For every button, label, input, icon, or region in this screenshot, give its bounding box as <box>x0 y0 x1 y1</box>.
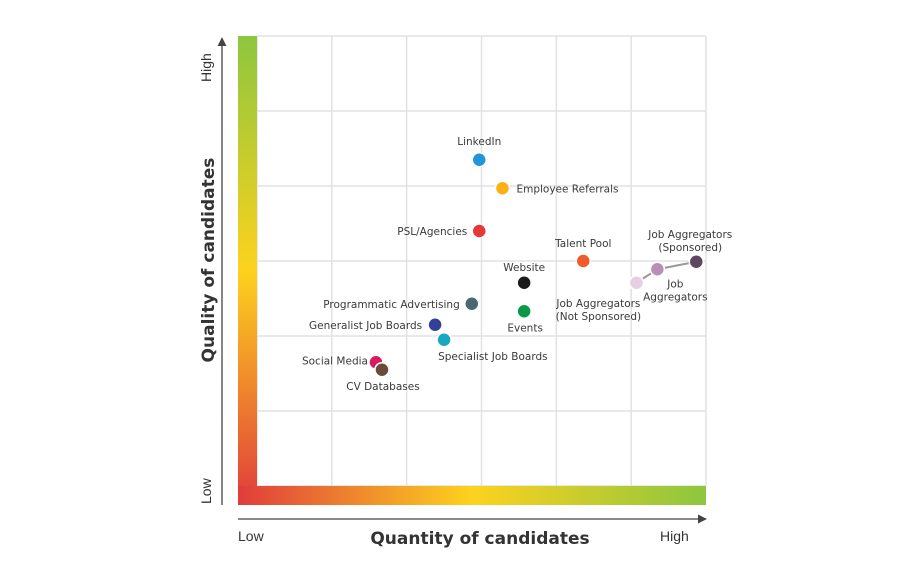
point-linkedin: LinkedIn <box>457 136 501 168</box>
y-axis-title: Quality of candidates <box>199 158 219 363</box>
point-employee-referrals: Employee Referrals <box>494 180 619 196</box>
point-marker <box>575 253 592 269</box>
point-label: Job Aggregators (Sponsored) <box>647 229 732 254</box>
point-talent-pool: Talent Pool <box>554 238 611 269</box>
point-marker <box>649 261 666 277</box>
point-marker <box>628 275 645 291</box>
point-label: Job Aggregators <box>643 278 708 303</box>
x-tick-high: High <box>660 528 689 544</box>
point-job-aggregators: Job Aggregators <box>643 261 708 303</box>
point-label: Specialist Job Boards <box>438 351 548 363</box>
point-marker <box>436 332 452 348</box>
point-marker <box>427 317 443 333</box>
y-tick-high: High <box>198 53 214 82</box>
point-marker <box>516 303 532 319</box>
point-label: Employee Referrals <box>516 183 618 195</box>
point-label: LinkedIn <box>457 136 501 148</box>
point-programmatic-advertising: Programmatic Advertising <box>323 296 480 312</box>
y-tick-low: Low <box>198 477 214 504</box>
point-psl-agencies: PSL/Agencies <box>397 223 488 239</box>
x-axis-gradient-bar <box>238 486 706 505</box>
point-label: CV Databases <box>346 381 419 393</box>
point-events: Events <box>507 303 543 334</box>
point-label: PSL/Agencies <box>397 226 467 238</box>
point-social-media: Social Media <box>302 354 384 370</box>
point-marker <box>471 223 488 239</box>
x-axis-title: Quantity of candidates <box>370 529 589 549</box>
grid <box>256 35 707 487</box>
point-label: Programmatic Advertising <box>323 299 460 311</box>
point-label: Events <box>507 322 543 334</box>
point-label: Social Media <box>302 355 368 367</box>
point-label: Talent Pool <box>554 238 611 250</box>
point-job-aggregators-sponsored: Job Aggregators (Sponsored) <box>647 229 732 270</box>
point-cv-databases: CV Databases <box>346 362 420 393</box>
point-label: Generalist Job Boards <box>309 320 422 332</box>
point-specialist-job-boards: Specialist Job Boards <box>436 332 548 363</box>
point-website: Website <box>503 262 545 291</box>
point-marker <box>494 180 511 196</box>
data-points: LinkedIn Employee Referrals PSL/Agencies Ta… <box>302 136 732 393</box>
x-tick-low: Low <box>238 528 265 544</box>
point-marker <box>471 152 488 168</box>
point-marker <box>464 296 480 312</box>
y-axis-gradient-bar <box>238 36 257 505</box>
point-generalist-job-boards: Generalist Job Boards <box>309 317 443 333</box>
point-label: Job Aggregators (Not Sponsored) <box>555 298 641 323</box>
point-marker <box>688 254 705 270</box>
point-label: Website <box>503 262 545 274</box>
point-marker <box>374 362 390 378</box>
point-marker <box>516 275 532 291</box>
point-job-aggregators-not-sponsored: Job Aggregators (Not Sponsored) <box>555 275 645 323</box>
